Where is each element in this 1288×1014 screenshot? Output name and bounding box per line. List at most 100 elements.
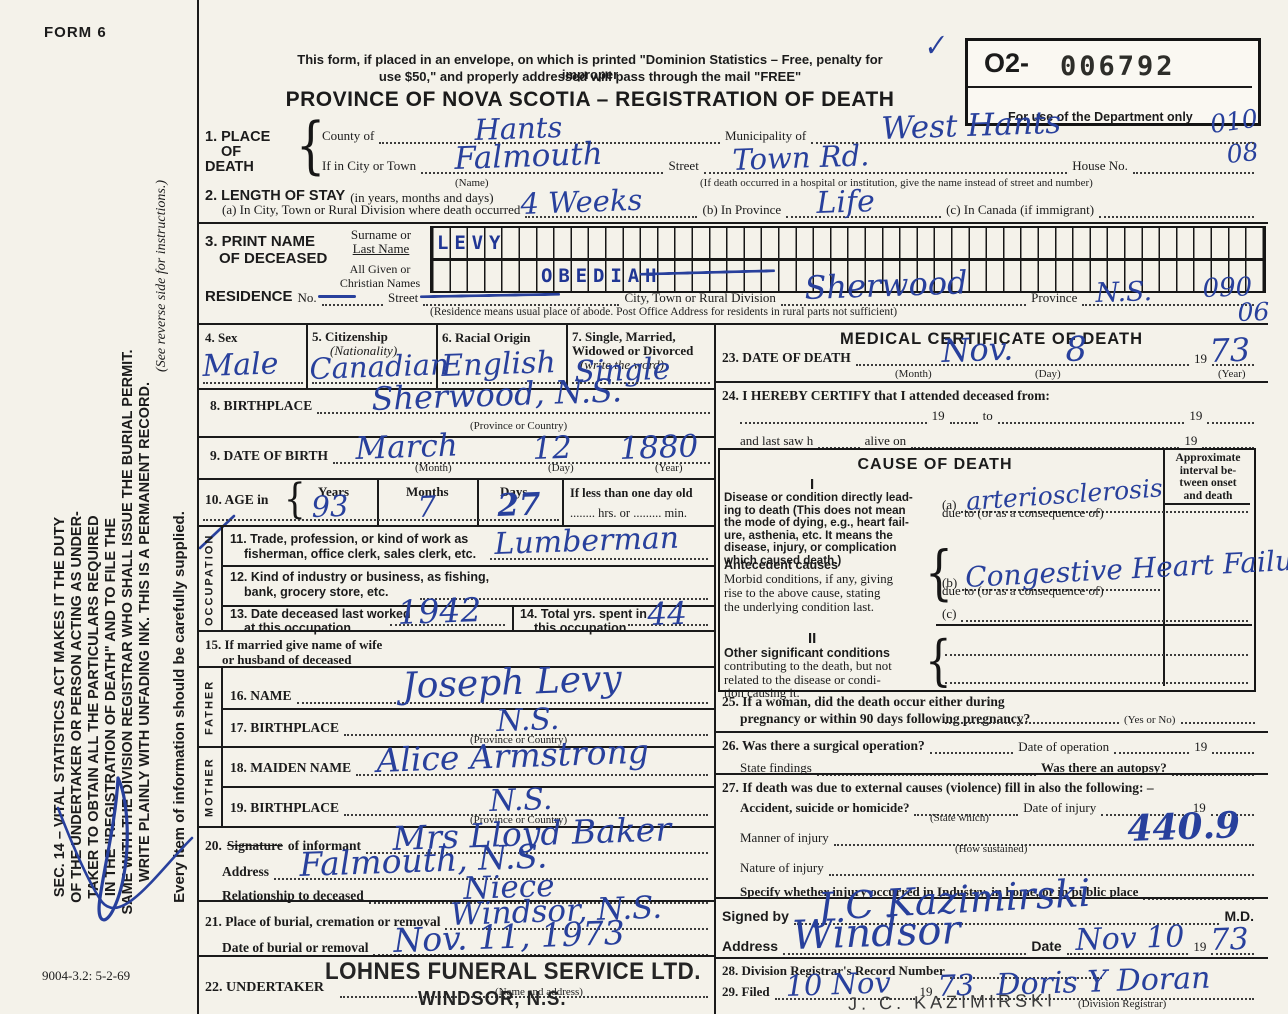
other-line: related to the disease or condi-	[724, 672, 881, 687]
street-value: Town Rd.	[731, 137, 870, 177]
autopsy-label: Was there an autopsy?	[1041, 760, 1167, 775]
last-saw-label: and last saw h	[740, 433, 814, 448]
dotted-line: Hants	[379, 110, 720, 147]
record-number-label: 28. Division Registrar's Record Number	[722, 963, 945, 978]
cell-divider	[306, 325, 308, 388]
part-one-label: I	[810, 476, 815, 493]
death-month-value: Nov.	[941, 329, 1015, 371]
dotted-line	[997, 419, 1185, 424]
dotted-line: March 12 1880	[333, 428, 710, 467]
blue-checkmark: ✓	[919, 27, 949, 64]
cell-divider	[436, 325, 438, 388]
divider	[221, 605, 714, 607]
due-to-label: due to (or as a consequence of)	[942, 505, 1104, 520]
dotted-line	[929, 749, 1014, 755]
residence-label: RESIDENCE	[205, 288, 293, 305]
mother-birthplace-value: N.S.	[488, 782, 553, 820]
department-only-label: For use of the Department only	[1008, 110, 1193, 124]
age-days-label: Days	[500, 484, 528, 499]
manner-of-injury-label: Manner of injury	[740, 830, 829, 845]
residence-sublabel: (Residence means usual place of abode. P…	[430, 306, 898, 318]
month-sublabel: (Month)	[895, 368, 932, 380]
county-label: County of	[322, 128, 375, 143]
dotted-line	[949, 419, 978, 424]
dotted-line	[945, 682, 1248, 684]
divider	[197, 436, 714, 438]
dotted-line: Mrs Lloyd Baker	[366, 809, 708, 858]
dotted-line	[1101, 811, 1188, 816]
stay-canada-label: (c) In Canada (if immigrant)	[946, 202, 1095, 217]
state-which-sublabel: (State which)	[930, 812, 989, 824]
death-year-value: 73	[1208, 330, 1251, 371]
dotted-line: Alice Armstrong	[356, 732, 708, 780]
hrs-min-label: ........ hrs. or ......... min.	[570, 506, 688, 520]
cell-divider	[512, 605, 514, 632]
year-19-prefix: 19	[1194, 738, 1208, 754]
province-country-sublabel: (Province or Country)	[470, 420, 568, 432]
birthplace-value: Sherwood, N.S.	[371, 371, 623, 419]
strip-divider	[221, 527, 223, 632]
to-label: to	[982, 408, 993, 423]
death-day-value: 8	[1064, 329, 1088, 371]
dotted-line: arteriosclerosis	[961, 473, 1248, 516]
filed-label: 29. Filed	[722, 984, 770, 999]
dotted-line	[340, 996, 708, 998]
mother-birthplace-label: 19. BIRTHPLACE	[230, 800, 340, 815]
city-town-value: Falmouth	[453, 135, 604, 177]
year-19-prefix: 19	[1184, 433, 1198, 448]
dotted-line: Falmouth, N.S.	[274, 837, 708, 884]
divider	[197, 955, 714, 957]
cause-a-label: (a)	[942, 497, 957, 512]
divider	[197, 478, 714, 480]
s2-sublabel: (in years, months and days)	[350, 189, 494, 205]
stay-city-value: 4 Weeks	[520, 182, 644, 221]
dotted-line: Sherwood, N.S.	[317, 371, 710, 418]
surname-label-line1: Surname or	[350, 227, 412, 242]
medical-certificate-title: MEDICAL CERTIFICATE OF DEATH	[840, 330, 1143, 348]
municipality-label: Municipality of	[724, 128, 807, 143]
dotted-line	[390, 624, 505, 626]
year-19-prefix: 19	[1193, 939, 1207, 955]
surname-box-label: Surname or Last Name	[336, 228, 426, 256]
dotted-line: N.S.	[344, 702, 708, 739]
dotted-line	[1210, 811, 1254, 816]
dotted-line: Doris Y Doran	[974, 960, 1254, 1003]
divider	[197, 222, 1268, 224]
s1-label-line3: DEATH	[205, 159, 254, 175]
s14-label-line1: 14. Total yrs. spent in	[520, 607, 647, 621]
divider	[197, 525, 714, 527]
divider	[715, 381, 1268, 383]
s3-label-line1: 3. PRINT NAME	[205, 233, 316, 250]
s1-label: 1. PLACE OF DEATH	[205, 130, 270, 175]
hospital-sublabel: (If death occurred in a hospital or inst…	[700, 177, 1093, 189]
interval-line3: tween onset	[1179, 477, 1237, 489]
dotted-line: Nov. 8	[855, 329, 1189, 370]
marital-label: 7. Single, Married, Widowed or Divorced …	[572, 330, 693, 372]
cause-of-death-box	[718, 448, 1256, 692]
province-country-sublabel: (Province or Country)	[470, 734, 568, 746]
month-sublabel: (Month)	[415, 462, 452, 474]
residence-city-label: City, Town or Rural Division	[624, 290, 776, 306]
dotted-line	[1207, 419, 1254, 424]
dotted-line	[818, 444, 860, 449]
section-two-divider	[936, 624, 1252, 626]
interval-header-underline	[1163, 503, 1250, 505]
division-registrar-sublabel: (Division Registrar)	[1078, 998, 1167, 1010]
mother-maiden-name-value: Alice Armstrong	[375, 731, 650, 781]
dotted-line: Town Rd.	[703, 138, 1068, 177]
nature-of-injury-label: Nature of injury	[740, 860, 824, 875]
last-worked-value: 1942	[396, 590, 483, 632]
father-name-label: 16. NAME	[230, 688, 292, 703]
birth-day-value: 12	[531, 429, 573, 468]
dotted-line	[1132, 169, 1254, 174]
s25-label-line2: pregnancy or within 90 days following pr…	[740, 711, 1031, 726]
s3-label-line2: OF DECEASED	[219, 250, 328, 267]
other-line: contributing to the death, but not	[724, 659, 892, 673]
physician-address-value: Windsor	[791, 906, 962, 959]
dotted-line: Windsor, N.S.	[445, 890, 708, 933]
divider	[715, 897, 1268, 899]
day-sublabel: (Day)	[1035, 368, 1061, 380]
divider	[197, 746, 714, 748]
cause-of-death-title: CAUSE OF DEATH	[857, 456, 1013, 473]
dotted-line	[321, 301, 383, 306]
